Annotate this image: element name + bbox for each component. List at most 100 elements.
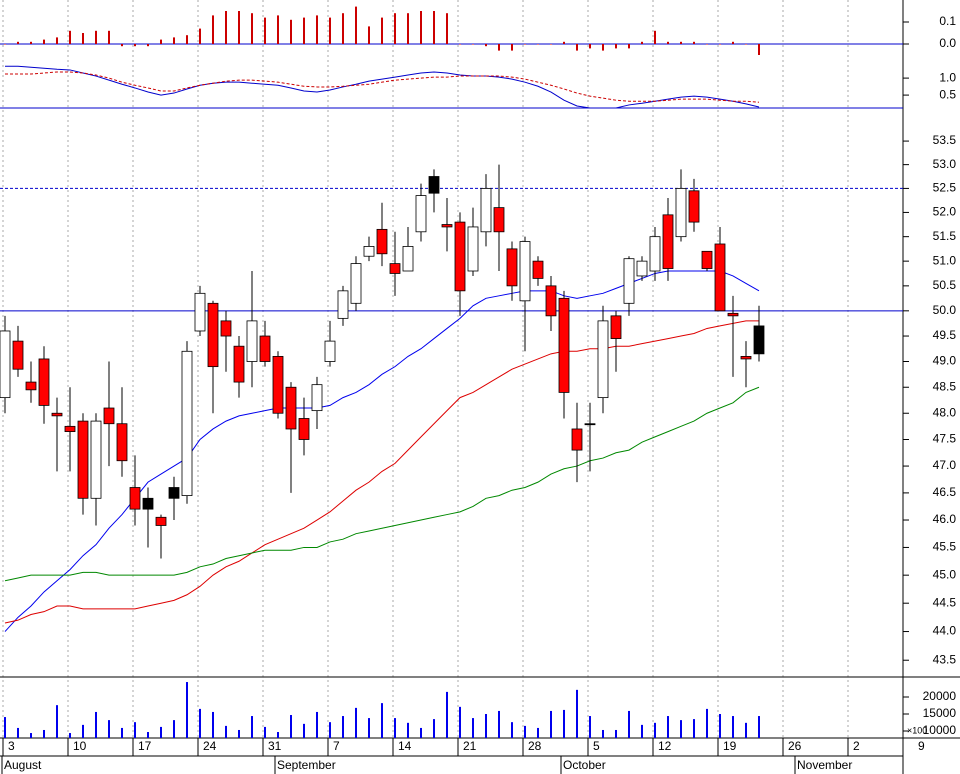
bar [745, 722, 747, 738]
bar [251, 13, 253, 44]
bar [719, 713, 721, 738]
candle-body [103, 407, 115, 425]
candle-body [324, 340, 336, 362]
line [4, 386, 760, 582]
candle-body [415, 195, 427, 233]
candle-body [675, 188, 687, 238]
bar [550, 44, 552, 45]
bar [303, 723, 305, 738]
candle-body [51, 412, 63, 417]
y-tick-label: 53.5 [933, 133, 957, 147]
bar [225, 11, 227, 44]
x-tick-label: 19 [723, 739, 737, 753]
bar [108, 720, 110, 738]
candle-body [77, 420, 89, 499]
y-tick-label: 44.0 [933, 624, 957, 638]
bar [186, 682, 188, 738]
bar [459, 44, 461, 45]
bar [472, 44, 474, 45]
month-label: September [277, 758, 336, 772]
bar [186, 35, 188, 44]
candle-body [493, 207, 505, 233]
bar [641, 41, 643, 44]
bar [160, 39, 162, 44]
bar [69, 733, 71, 738]
bar [4, 717, 6, 738]
y-tick-label: 10000 [923, 723, 957, 737]
bar [82, 724, 84, 738]
bar [459, 706, 461, 738]
candle-body [662, 214, 674, 269]
x-tick-label: 2 [853, 739, 860, 753]
bar [680, 720, 682, 738]
bar [290, 715, 292, 738]
candle-body [402, 246, 414, 272]
bar [589, 716, 591, 738]
bar [589, 44, 591, 49]
line [5, 65, 760, 109]
candle-body [480, 188, 492, 233]
candle-body [350, 263, 362, 304]
bar [615, 44, 617, 49]
x-tick-label: 31 [268, 739, 282, 753]
candle-body [467, 226, 479, 272]
bar [173, 720, 175, 738]
bar [264, 17, 266, 44]
x-tick-label: 28 [528, 739, 542, 753]
candle-body [337, 290, 349, 319]
bar [667, 41, 669, 44]
candle-body [545, 285, 557, 317]
bar [238, 11, 240, 44]
bar [550, 710, 552, 738]
bar [329, 722, 331, 738]
bar [446, 691, 448, 738]
bar [43, 39, 45, 44]
candle-body [12, 340, 24, 370]
bar [368, 26, 370, 44]
bar [134, 722, 136, 738]
candle-body [194, 292, 206, 332]
bar [56, 37, 58, 44]
candle-body [181, 350, 193, 496]
candle-body [714, 243, 726, 312]
y-tick-label: 49.5 [933, 328, 957, 342]
candle-body [246, 320, 258, 362]
bar [342, 13, 344, 44]
y-tick-label: 44.5 [933, 595, 957, 609]
bar [511, 722, 513, 738]
x-tick-label: 3 [8, 739, 15, 753]
bar [537, 44, 539, 45]
bar [576, 689, 578, 738]
bar [277, 15, 279, 44]
bar [758, 44, 760, 55]
bar [277, 732, 279, 738]
bar [355, 6, 357, 45]
y-tick-label: 47.5 [933, 432, 957, 446]
line [5, 71, 760, 103]
month-label: August [4, 758, 42, 772]
candle-body [233, 345, 245, 383]
y-tick-label: 46.0 [933, 512, 957, 526]
bar [485, 713, 487, 738]
month-label: October [563, 758, 606, 772]
y-tick-label: 45.5 [933, 540, 957, 554]
candle-body [753, 325, 765, 355]
bar [576, 44, 578, 51]
candle-body [64, 425, 76, 433]
bar [212, 711, 214, 738]
candle-body [610, 315, 622, 339]
candle-body [0, 330, 11, 399]
y-tick-label: 50.5 [933, 278, 957, 292]
bar [95, 30, 97, 44]
candle-body [363, 246, 375, 257]
x-tick-label: 9 [918, 739, 925, 753]
y-tick-label: 45.0 [933, 567, 957, 581]
bar [511, 44, 513, 51]
candle-body [142, 497, 154, 510]
x-tick-label: 14 [398, 739, 412, 753]
bar [238, 729, 240, 738]
bar [251, 716, 253, 738]
candle-body [584, 423, 596, 426]
